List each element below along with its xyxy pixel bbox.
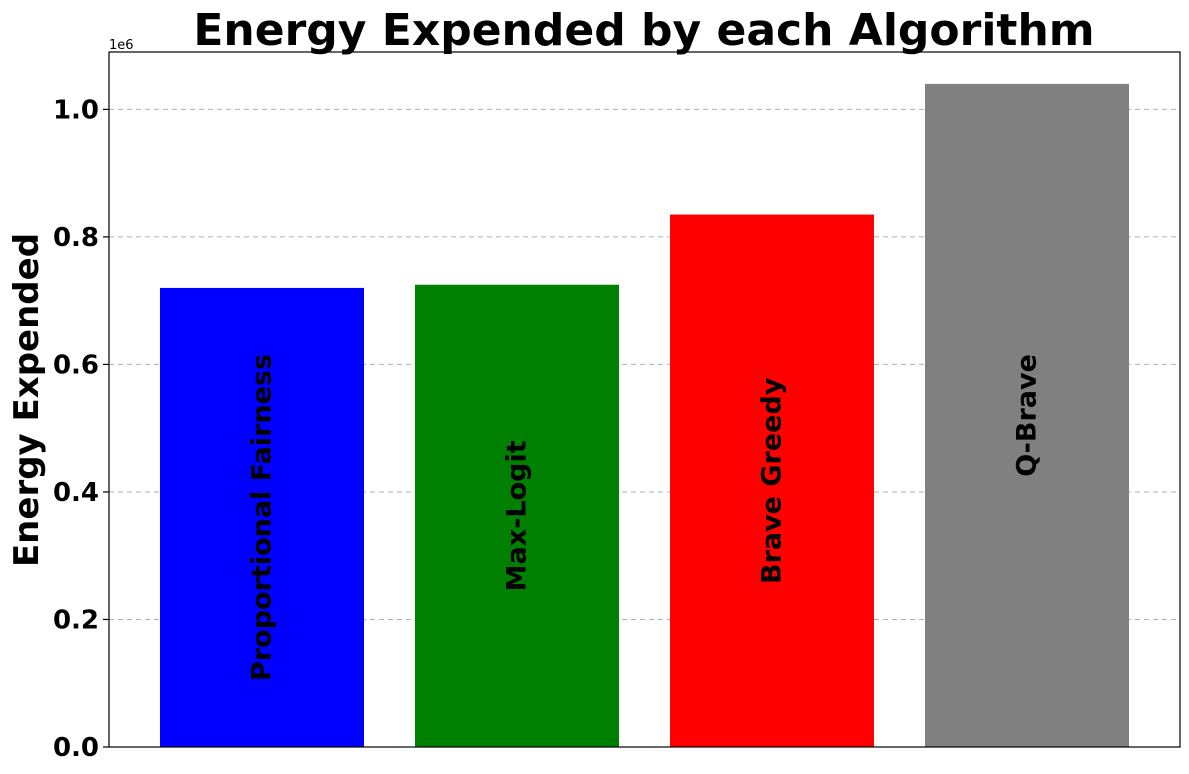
y-tick-label: 0.4 <box>53 478 99 508</box>
bar-brave-greedy <box>670 214 874 747</box>
bar-labels-layer: Proportional Fairness Max-Logit Brave Gree… <box>247 354 1043 681</box>
bar-q-brave <box>925 83 1129 747</box>
plot-frame <box>108 51 1181 748</box>
y-axis-label: Energy Expended <box>7 233 47 567</box>
bars-layer <box>160 83 1129 747</box>
y-tick-label: 0.8 <box>53 223 99 253</box>
bar-label: Brave Greedy <box>757 377 788 584</box>
bar-max-logit <box>415 284 619 747</box>
y-tick-label: 0.0 <box>53 733 99 763</box>
y-tick-label: 0.2 <box>53 605 99 635</box>
bar-label: Proportional Fairness <box>247 354 278 681</box>
y-tick-label: 0.6 <box>53 350 99 380</box>
y-ticks-layer: 0.0 0.2 0.4 0.6 0.8 1.0 <box>53 95 109 763</box>
bar-label: Max-Logit <box>502 440 533 591</box>
chart-title: Energy Expended by each Algorithm <box>193 5 1094 56</box>
y-tick-label: 1.0 <box>53 95 99 125</box>
bar-proportional-fairness <box>160 287 364 747</box>
bar-label: Q-Brave <box>1012 354 1043 477</box>
y-axis-offset-label: 1e6 <box>109 38 134 53</box>
